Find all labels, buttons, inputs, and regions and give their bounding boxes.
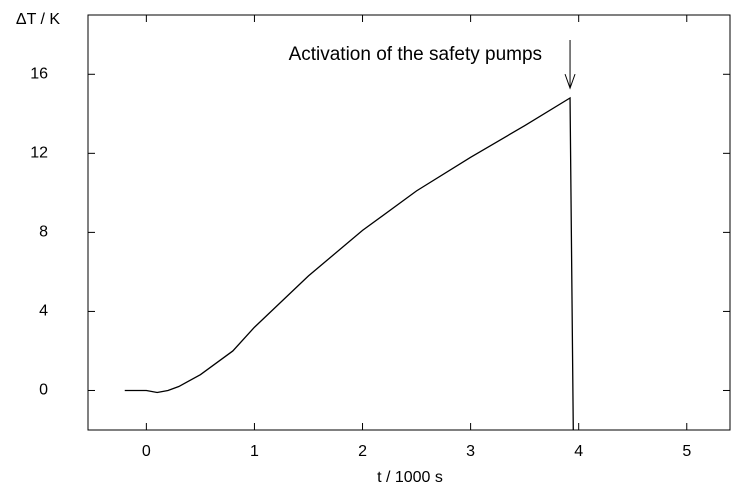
- y-axis-label: ΔT / K: [16, 11, 61, 28]
- data-line: [124, 96, 574, 431]
- x-tick-label: 1: [250, 443, 259, 460]
- annotation-text: Activation of the safety pumps: [289, 44, 542, 65]
- y-tick-label: 0: [39, 382, 48, 399]
- x-tick-label: 0: [142, 443, 151, 460]
- x-tick-label: 5: [682, 443, 691, 460]
- x-axis-label: t / 1000 s: [377, 469, 443, 486]
- plot-frame: [87, 14, 731, 431]
- y-tick-label: 12: [30, 145, 48, 162]
- arrow-head: [564, 73, 576, 90]
- y-tick-label: 16: [30, 66, 48, 83]
- x-tick-label: 2: [358, 443, 367, 460]
- x-tick-label: 3: [466, 443, 475, 460]
- y-tick-label: 4: [39, 303, 48, 320]
- y-tick-label: 8: [39, 224, 48, 241]
- x-tick-label: 4: [574, 443, 583, 460]
